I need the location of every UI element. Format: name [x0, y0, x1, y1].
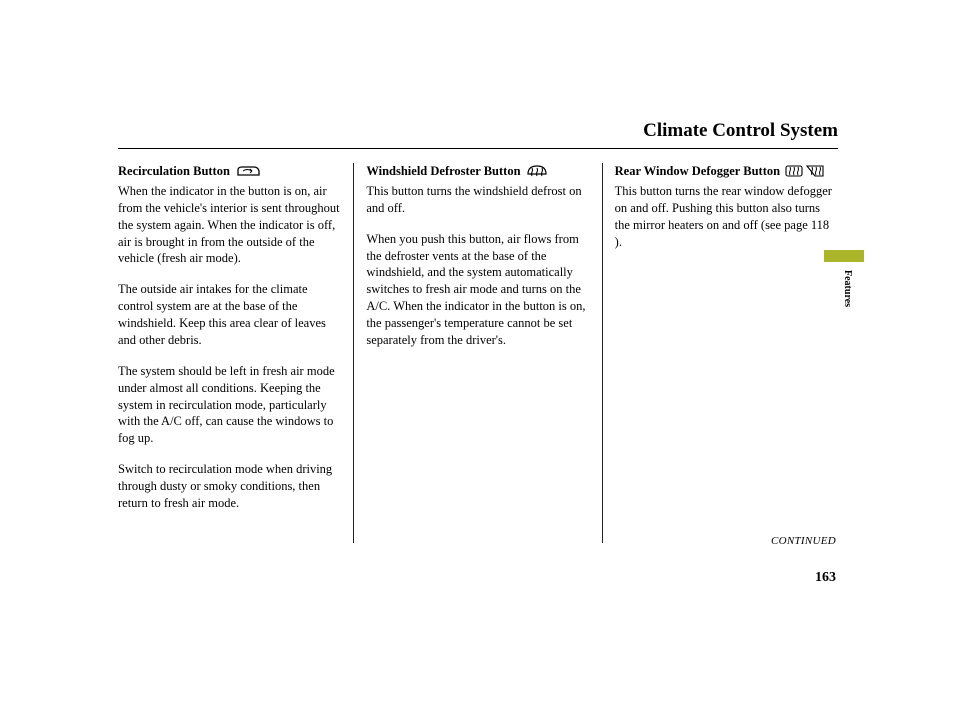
- column-divider-2: [602, 163, 603, 543]
- recirculation-heading: Recirculation Button: [118, 164, 230, 178]
- recirculation-p1: When the indicator in the button is on, …: [118, 184, 340, 266]
- section-label: Features: [842, 270, 853, 307]
- column-1: Recirculation Button When the indicator …: [118, 163, 351, 543]
- defroster-icon: [526, 167, 548, 181]
- defroster-p2: When you push this button, air flows fro…: [366, 231, 589, 349]
- column-2: Windshield Defroster Button This button …: [356, 163, 599, 543]
- rear-defogger-p1: This button turns the rear window defogg…: [615, 184, 832, 249]
- recirculation-p2: The outside air intakes for the climate …: [118, 281, 341, 349]
- content-columns: Recirculation Button When the indicator …: [118, 163, 838, 543]
- title-rule: [118, 148, 838, 149]
- column-divider-1: [353, 163, 354, 543]
- column-3: Rear Window Defogger Button This button …: [605, 163, 838, 543]
- defroster-heading: Windshield Defroster Button: [366, 164, 520, 178]
- page-title: Climate Control System: [118, 120, 838, 142]
- continued-label: CONTINUED: [771, 535, 836, 547]
- defroster-p1: This button turns the windshield defrost…: [366, 184, 581, 215]
- recirculation-p4: Switch to recirculation mode when drivin…: [118, 461, 341, 512]
- page-number: 163: [815, 570, 836, 586]
- rear-defogger-heading: Rear Window Defogger Button: [615, 164, 780, 178]
- section-tab: [824, 250, 864, 262]
- recirculation-icon: [235, 167, 261, 181]
- recirculation-p3: The system should be left in fresh air m…: [118, 363, 341, 447]
- rear-defogger-icon: [785, 167, 825, 181]
